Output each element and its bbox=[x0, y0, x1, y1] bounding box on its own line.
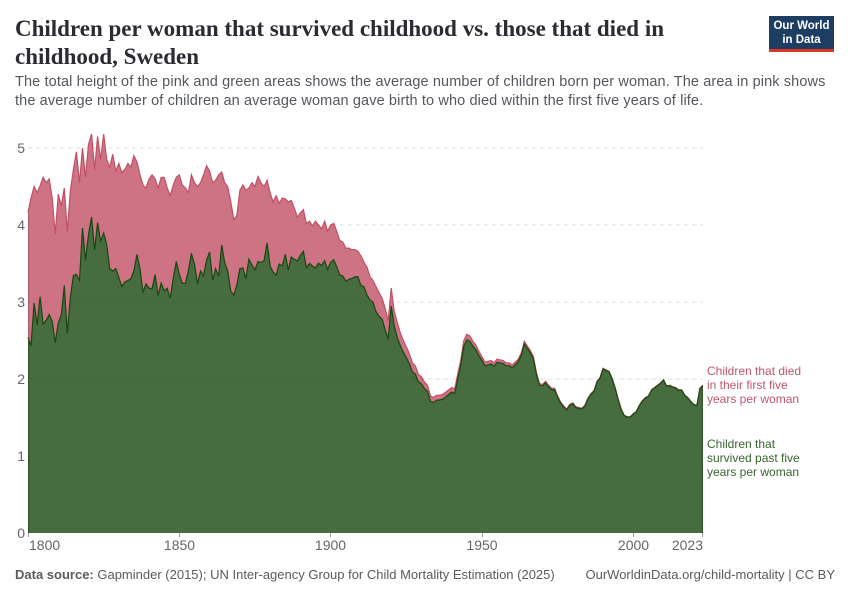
svg-text:4: 4 bbox=[17, 217, 25, 233]
svg-text:1800: 1800 bbox=[29, 537, 60, 553]
svg-text:2023: 2023 bbox=[672, 537, 703, 553]
svg-text:1950: 1950 bbox=[466, 537, 497, 553]
svg-text:1850: 1850 bbox=[164, 537, 195, 553]
svg-text:3: 3 bbox=[17, 294, 25, 310]
svg-text:0: 0 bbox=[17, 525, 25, 541]
svg-text:2000: 2000 bbox=[618, 537, 649, 553]
svg-text:5: 5 bbox=[17, 140, 25, 156]
svg-text:1: 1 bbox=[17, 448, 25, 464]
svg-text:2: 2 bbox=[17, 371, 25, 387]
svg-text:1900: 1900 bbox=[315, 537, 346, 553]
